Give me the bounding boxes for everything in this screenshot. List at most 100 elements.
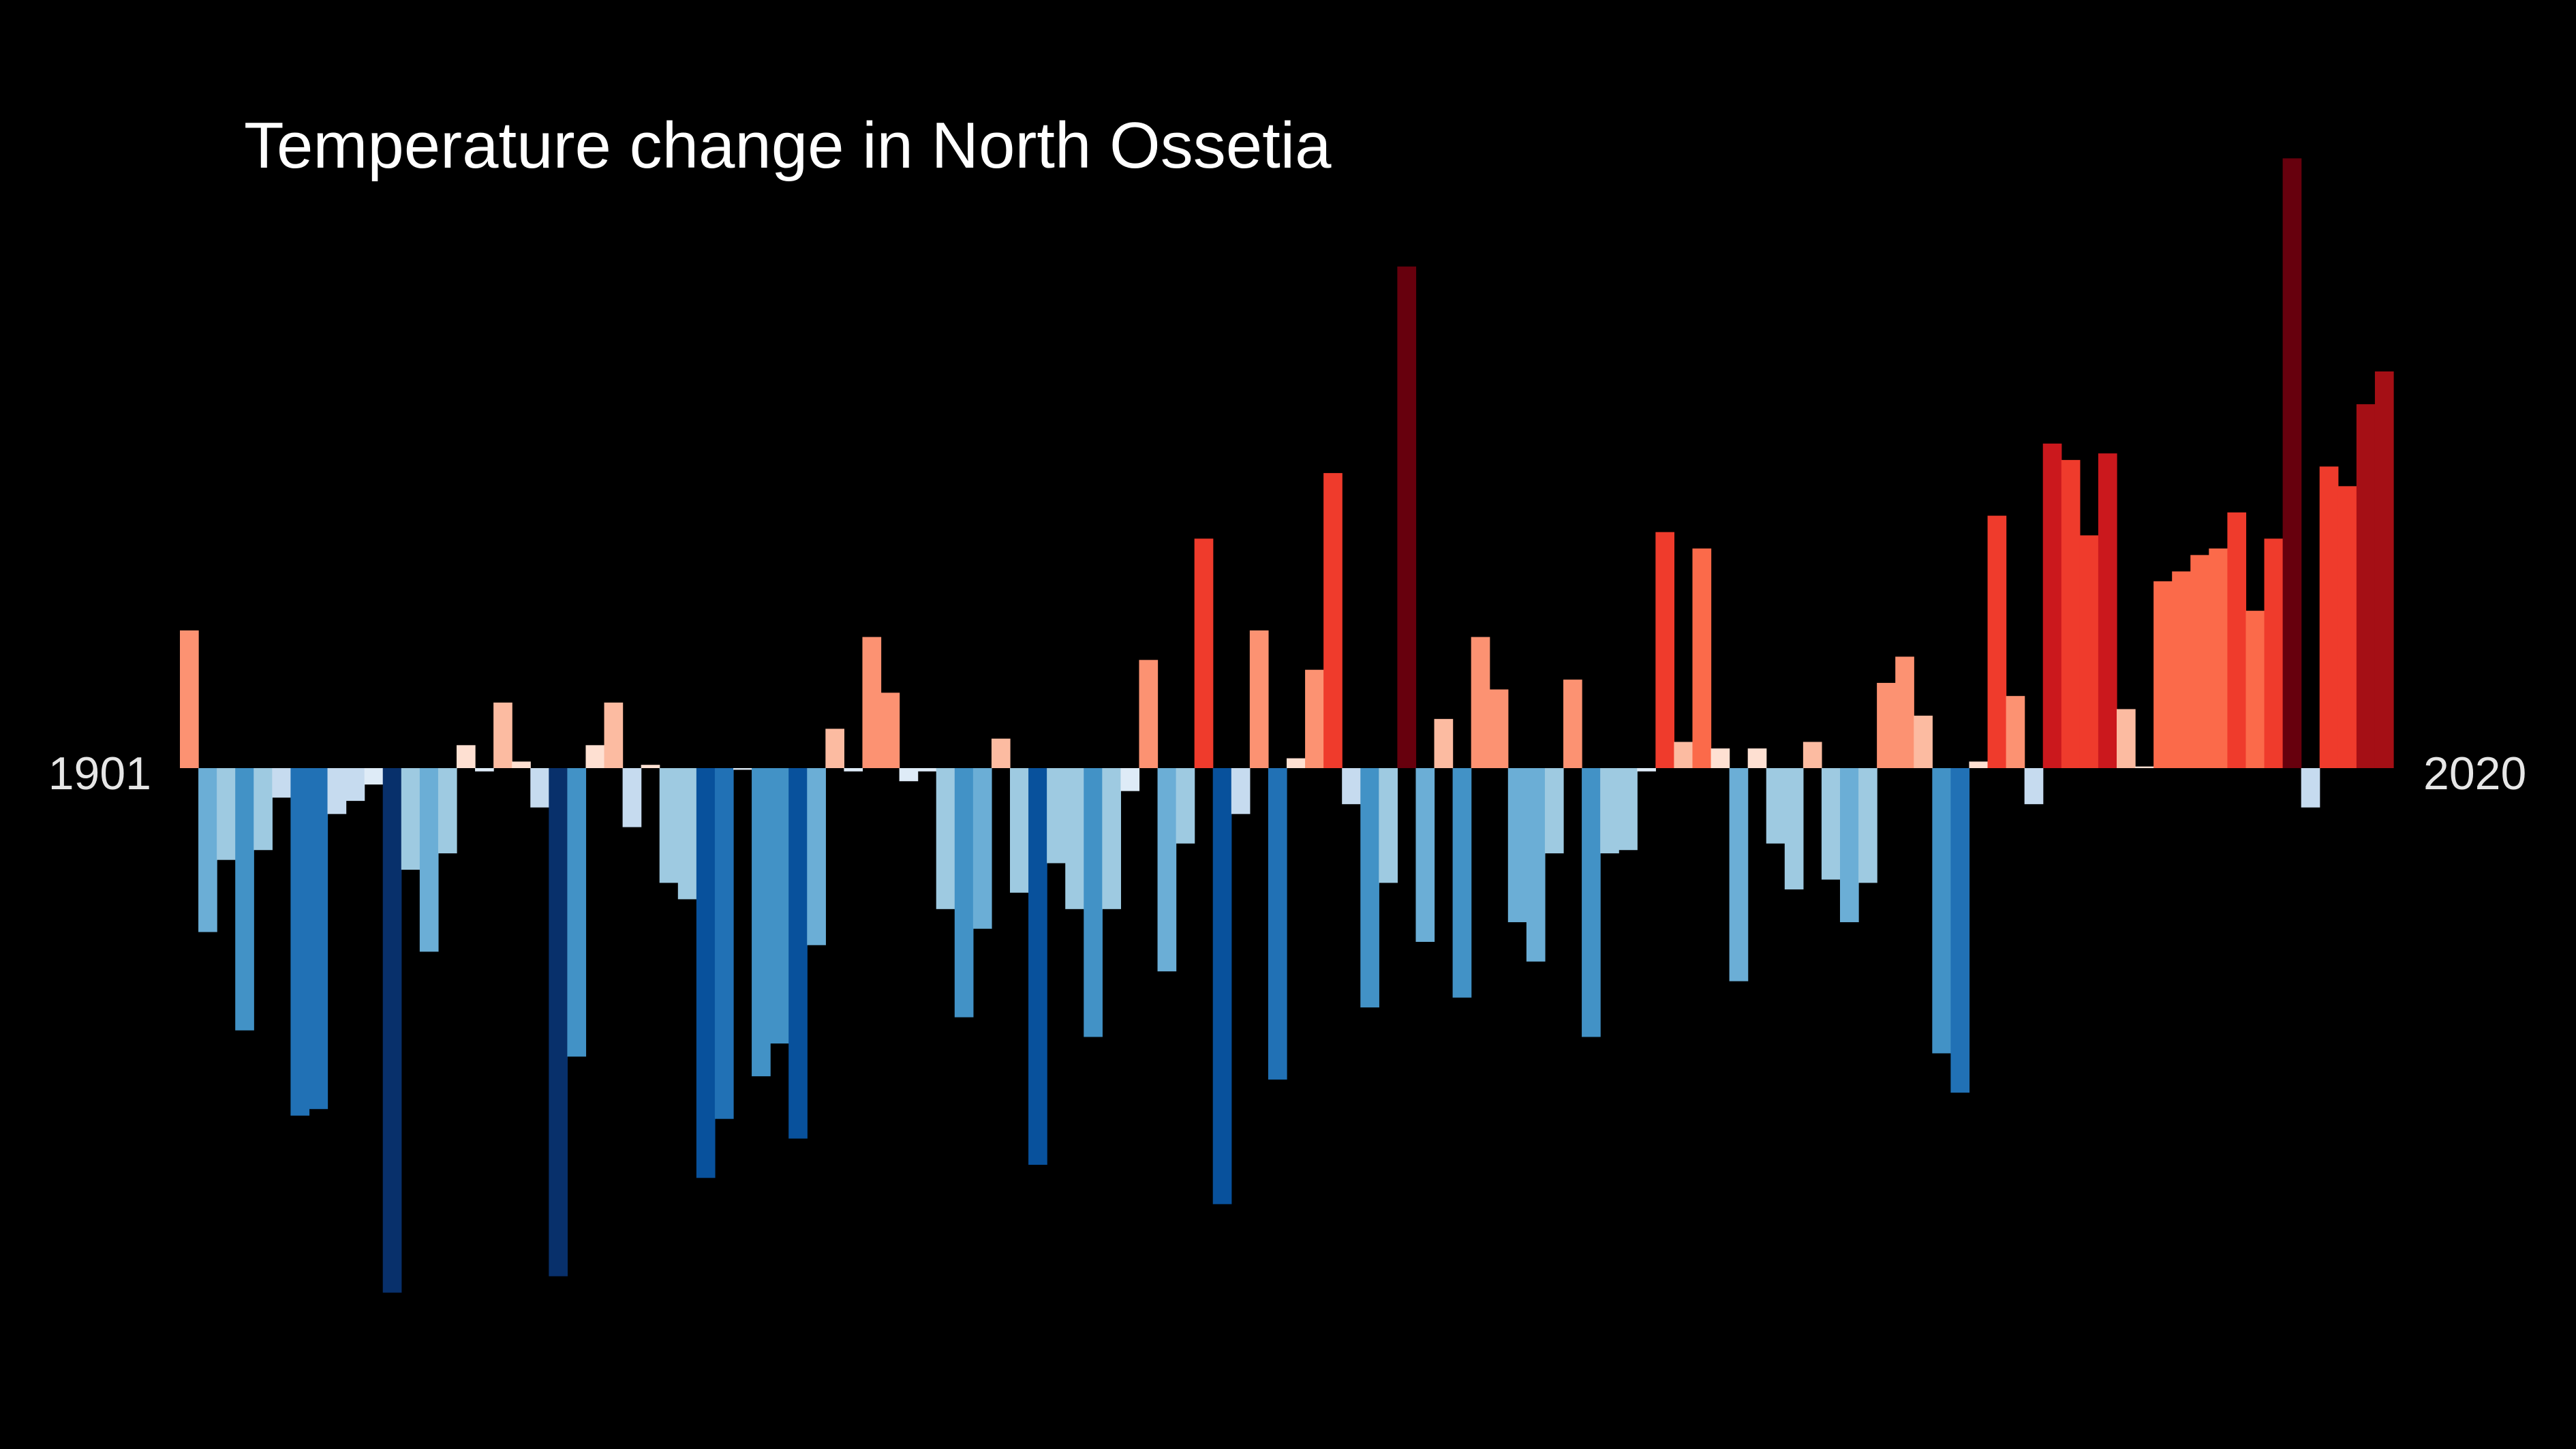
- bar-1970: [1452, 768, 1472, 998]
- bar-1974: [1526, 768, 1546, 962]
- bar-1921: [549, 768, 568, 1277]
- bar-1932: [752, 768, 771, 1077]
- bar-2015: [2282, 158, 2302, 769]
- bar-1952: [1120, 768, 1140, 791]
- bar-1963: [1323, 473, 1343, 768]
- bar-1950: [1084, 768, 1103, 1037]
- bar-1928: [677, 768, 697, 900]
- bar-1968: [1415, 768, 1435, 942]
- bar-1907: [290, 768, 310, 1116]
- bar-1903: [217, 768, 236, 860]
- bar-1927: [659, 768, 679, 883]
- bar-1993: [1877, 682, 1896, 768]
- bar-1916: [457, 745, 476, 768]
- bar-1983: [1692, 548, 1712, 768]
- bar-2000: [2006, 696, 2025, 768]
- bar-2020: [2374, 371, 2394, 768]
- bar-1958: [1231, 768, 1251, 814]
- bar-2014: [2264, 538, 2284, 768]
- bar-2003: [2061, 459, 2081, 768]
- bar-1939: [880, 692, 900, 768]
- bar-1986: [1747, 748, 1767, 768]
- bar-1924: [604, 702, 624, 768]
- chart-title: Temperature change in North Ossetia: [244, 109, 1332, 182]
- bar-1917: [475, 768, 494, 772]
- bar-2007: [2135, 766, 2154, 769]
- bar-1908: [309, 768, 328, 1110]
- bar-1976: [1563, 680, 1582, 768]
- bar-1906: [272, 768, 291, 798]
- bar-1971: [1471, 637, 1490, 768]
- bar-1941: [917, 768, 937, 772]
- bar-1919: [512, 761, 531, 768]
- bar-1933: [770, 768, 789, 1044]
- bar-1975: [1544, 768, 1564, 854]
- bar-1966: [1379, 768, 1398, 883]
- bar-1973: [1507, 768, 1527, 923]
- bar-1967: [1397, 266, 1417, 768]
- bar-1931: [733, 768, 752, 770]
- bar-1951: [1102, 768, 1121, 909]
- bar-1915: [438, 768, 457, 854]
- bar-1999: [1987, 515, 2007, 768]
- bar-1954: [1157, 768, 1177, 972]
- bar-1980: [1637, 768, 1656, 772]
- bar-1948: [1047, 768, 1066, 864]
- bar-2016: [2301, 768, 2320, 808]
- bar-1994: [1895, 656, 1914, 768]
- bar-1902: [198, 768, 217, 932]
- end-year-label: 2020: [2423, 748, 2526, 799]
- bar-2017: [2319, 466, 2339, 768]
- bar-2018: [2337, 486, 2357, 768]
- bar-1940: [899, 768, 919, 782]
- bar-2019: [2356, 404, 2376, 768]
- bar-1920: [530, 768, 549, 808]
- bar-1947: [1028, 768, 1047, 1165]
- bar-1996: [1932, 768, 1951, 1054]
- bar-1995: [1914, 716, 1933, 768]
- bar-1926: [641, 765, 660, 768]
- bar-1929: [696, 768, 716, 1178]
- bar-1997: [1950, 768, 1970, 1093]
- bar-2011: [2209, 548, 2228, 768]
- bar-series: [180, 158, 2394, 1293]
- bar-1905: [254, 768, 273, 851]
- bar-1942: [936, 768, 955, 909]
- bar-1901: [180, 630, 199, 768]
- bar-1922: [567, 768, 587, 1057]
- bar-1981: [1655, 532, 1674, 768]
- bar-1960: [1268, 768, 1287, 1080]
- bar-1953: [1139, 660, 1159, 768]
- bar-2001: [2024, 768, 2044, 804]
- bar-2006: [2117, 709, 2136, 768]
- bar-1912: [382, 768, 402, 1293]
- bar-1913: [401, 768, 420, 870]
- bar-1998: [1969, 761, 1989, 768]
- bar-2002: [2042, 443, 2062, 768]
- bar-1969: [1434, 718, 1454, 768]
- bar-1945: [991, 738, 1011, 768]
- start-year-label: 1901: [48, 748, 151, 799]
- bar-1978: [1600, 768, 1619, 854]
- bar-1959: [1249, 630, 1269, 768]
- bar-1989: [1803, 742, 1822, 768]
- bar-1961: [1287, 758, 1306, 768]
- bar-1972: [1489, 689, 1509, 768]
- bar-1984: [1711, 748, 1730, 768]
- bar-1977: [1582, 768, 1601, 1037]
- bar-1946: [1010, 768, 1029, 893]
- bar-1965: [1360, 768, 1379, 1008]
- bar-1935: [807, 768, 826, 945]
- bar-1918: [493, 702, 512, 768]
- bar-1990: [1821, 768, 1841, 880]
- bar-1962: [1305, 669, 1324, 768]
- bar-1991: [1840, 768, 1859, 923]
- bar-1992: [1858, 768, 1877, 883]
- bar-2010: [2190, 555, 2209, 768]
- bar-1909: [327, 768, 347, 814]
- bar-2013: [2245, 611, 2265, 768]
- bar-1943: [954, 768, 974, 1018]
- bar-1910: [346, 768, 365, 802]
